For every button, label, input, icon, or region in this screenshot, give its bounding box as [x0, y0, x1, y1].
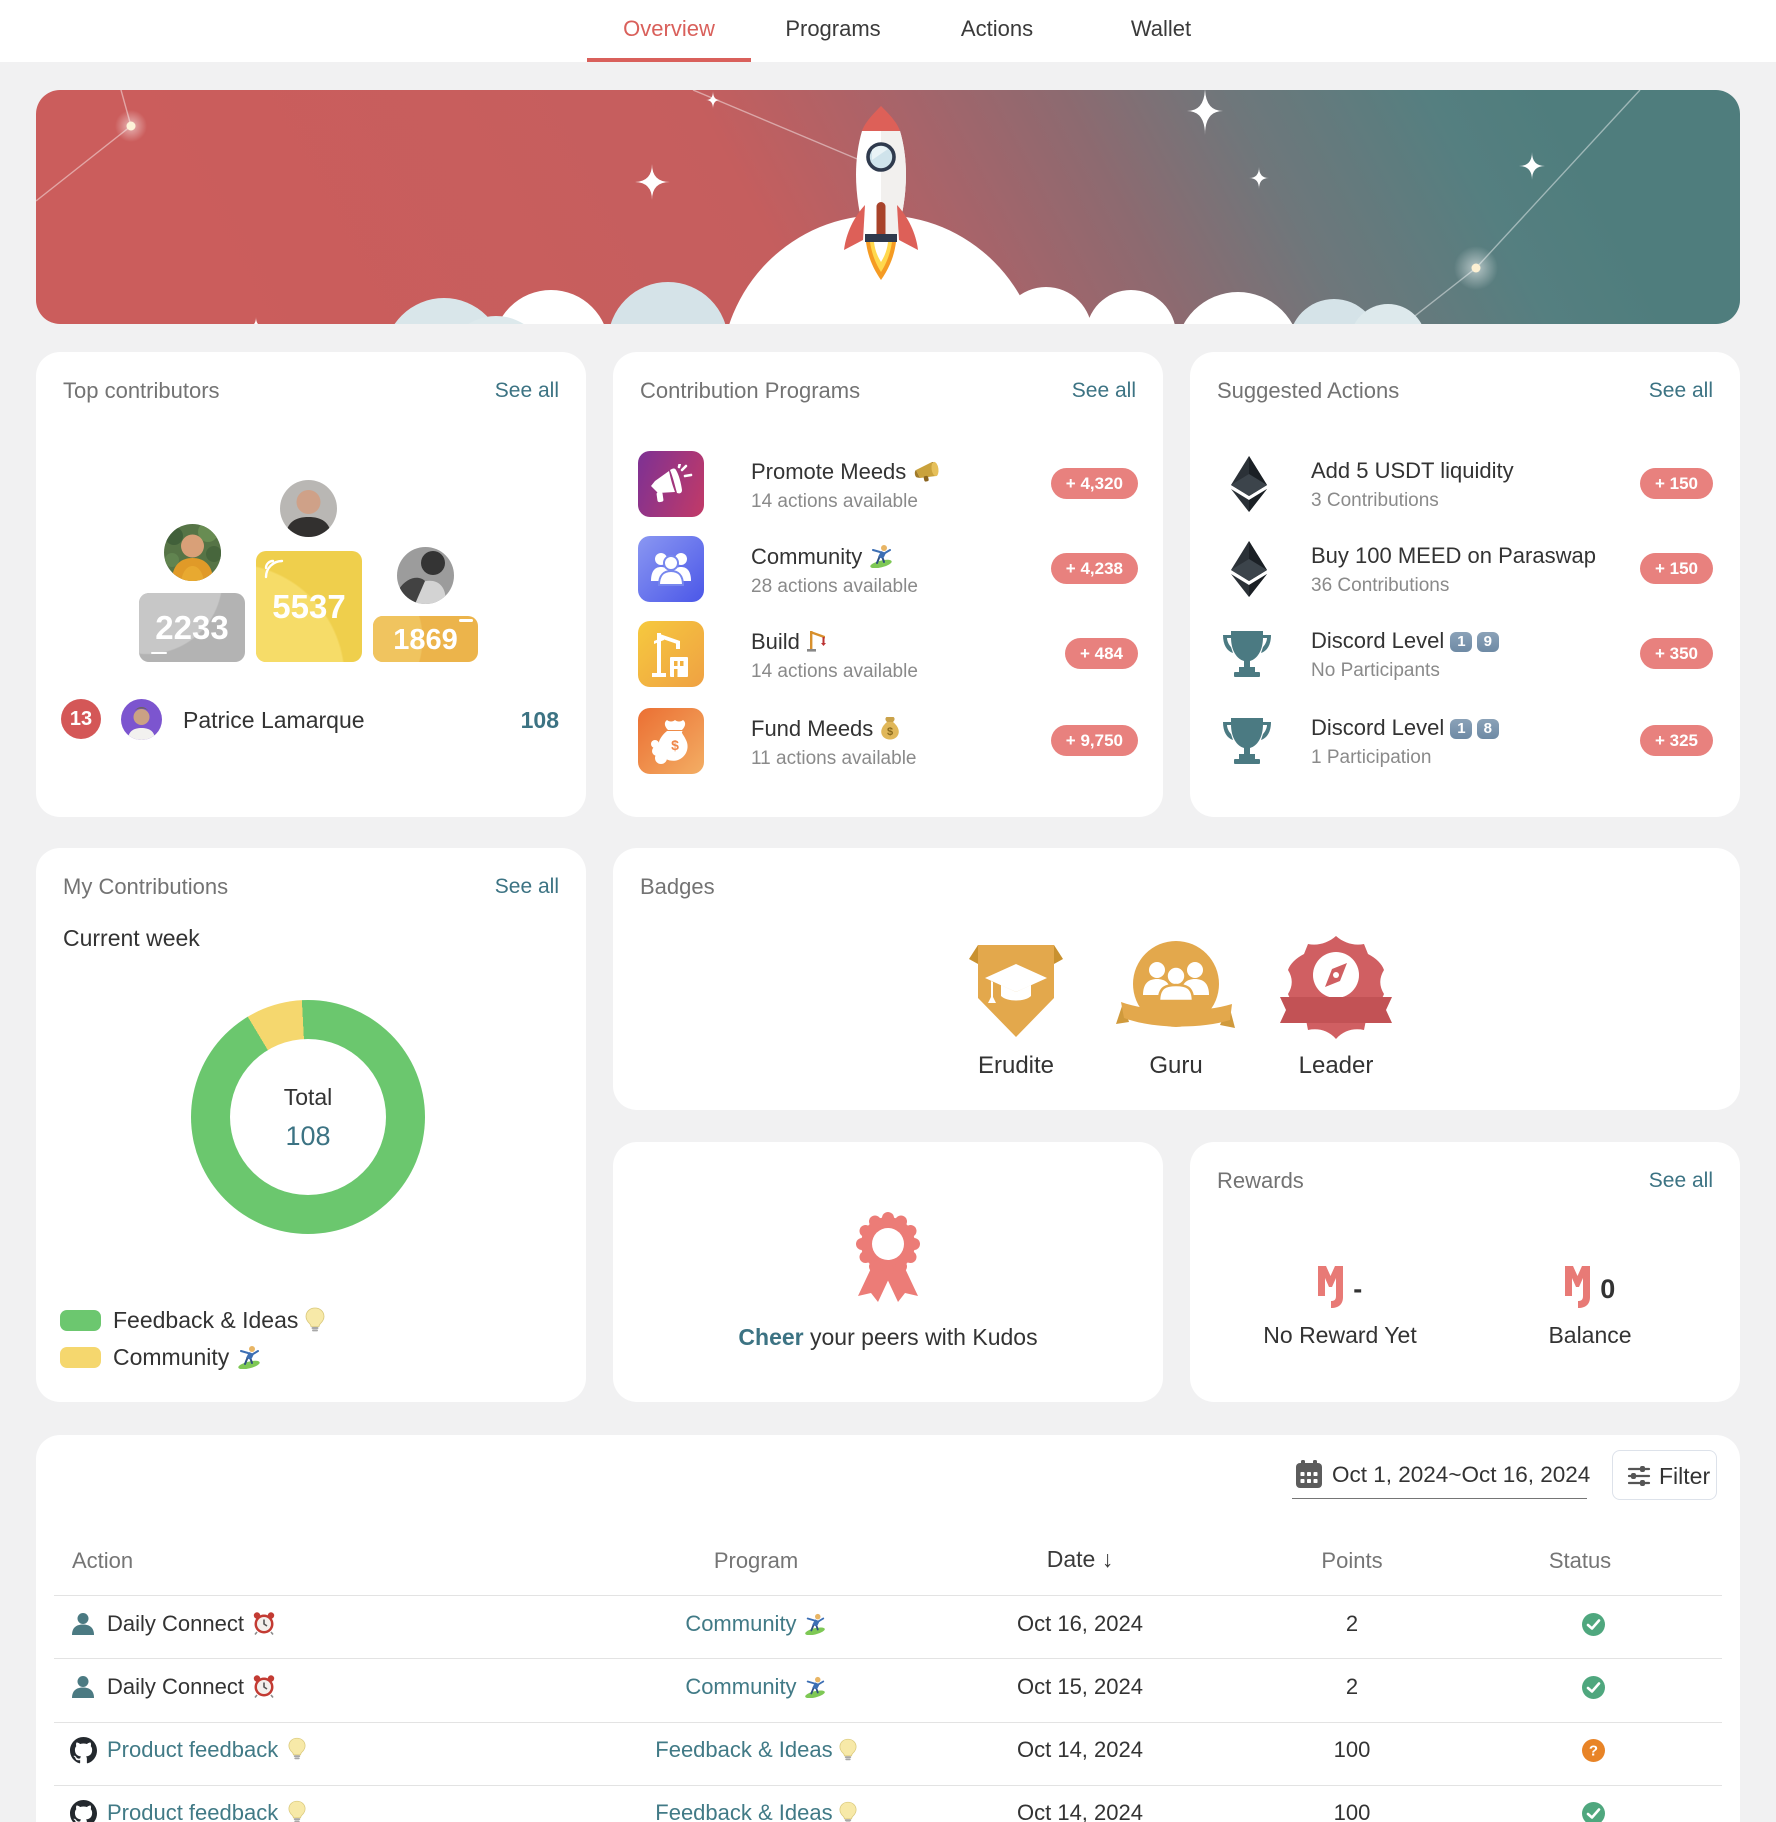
- svg-text:$: $: [671, 737, 679, 753]
- svg-text:?: ?: [1589, 1743, 1598, 1760]
- svg-text:$: $: [887, 726, 893, 738]
